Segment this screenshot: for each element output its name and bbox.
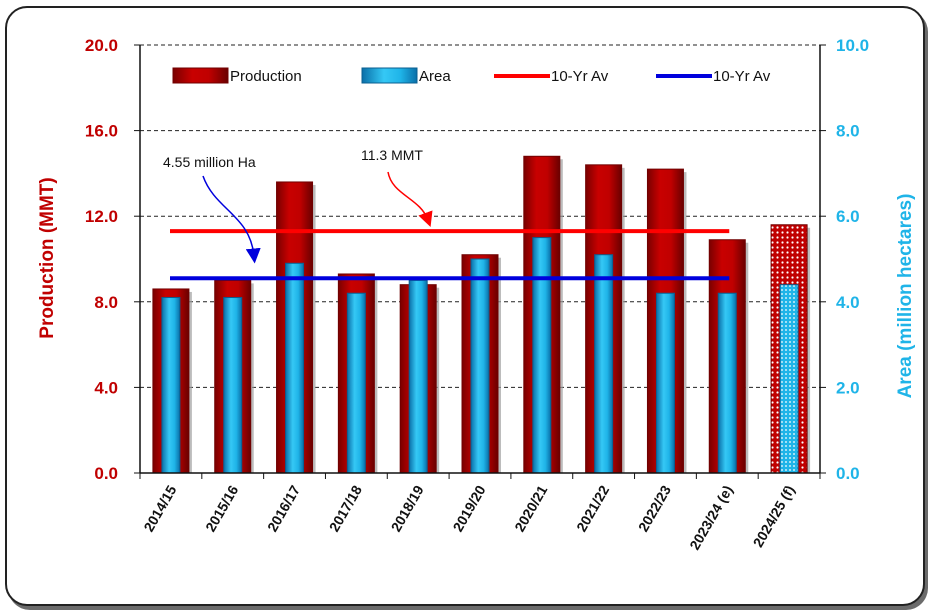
- legend-label-area: Area: [419, 68, 451, 85]
- area-bar: [717, 292, 737, 474]
- y-tick-label-right: 2.0: [836, 378, 860, 397]
- x-category-label: 2022/23: [635, 482, 674, 534]
- red-arrow-icon: [387, 171, 433, 228]
- legend-label-area-average: 10-Yr Av: [713, 68, 771, 85]
- x-category-label: 2020/21: [511, 482, 550, 534]
- legend: Production Area 10-Yr Av 10-Yr Av: [172, 67, 771, 85]
- bars: [152, 155, 811, 474]
- area-bar: [594, 254, 614, 474]
- area-bar: [470, 258, 490, 474]
- area-bar: [346, 292, 366, 474]
- y-tick-label-left: 12.0: [85, 207, 118, 226]
- legend-label-production: Production: [230, 68, 302, 85]
- y-tick-label-left: 16.0: [85, 122, 118, 141]
- area-bar: [408, 279, 428, 474]
- y-tick-label-right: 8.0: [836, 122, 860, 141]
- legend-label-production-average: 10-Yr Av: [551, 68, 609, 85]
- x-category-label: 2019/20: [449, 482, 488, 534]
- category-labels: 2014/15 2015/16 2016/17 2017/18 2018/19 2019/…: [140, 482, 797, 552]
- tick-labels: 0.0 4.0 8.0 12.0 16.0 20.0 0.0 2.0 4.0 6.0 8.0 10.0: [85, 36, 869, 483]
- x-category-label: 2024/25 (f): [750, 483, 798, 550]
- area-bar: [655, 292, 675, 474]
- y-tick-label-left: 0.0: [94, 464, 118, 483]
- area-bar: [532, 237, 552, 474]
- annotation-area-average: 4.55 million Ha: [163, 154, 256, 170]
- y-axis-title-left: Production (MMT): [37, 177, 58, 338]
- y-tick-label-right: 0.0: [836, 464, 860, 483]
- x-category-label: 2023/24 (e): [686, 483, 736, 553]
- x-category-label: 2018/19: [388, 482, 427, 534]
- y-axis-title-right: Area (million hectares): [895, 194, 916, 399]
- area-bar: [285, 262, 305, 474]
- legend-swatch-area: [361, 67, 418, 84]
- y-tick-label-right: 6.0: [836, 207, 860, 226]
- annotation-production-average: 11.3 MMT: [361, 147, 423, 163]
- x-category-label: 2014/15: [140, 482, 179, 534]
- axes: [134, 44, 826, 479]
- y-tick-label-left: 4.0: [94, 378, 118, 397]
- area-bar: [223, 297, 243, 474]
- x-category-label: 2015/16: [202, 482, 241, 534]
- legend-swatch-production: [172, 67, 229, 84]
- area-bar: [161, 297, 181, 474]
- y-tick-label-right: 4.0: [836, 293, 860, 312]
- reference-lines: [170, 229, 730, 281]
- x-category-label: 2021/22: [573, 482, 612, 534]
- y-tick-label-left: 8.0: [94, 293, 118, 312]
- blue-arrow-icon: [202, 175, 261, 264]
- y-tick-label-right: 10.0: [836, 36, 869, 55]
- area-bar: [779, 284, 799, 474]
- y-tick-label-left: 20.0: [85, 36, 118, 55]
- x-category-label: 2016/17: [264, 482, 303, 534]
- annotations: 4.55 million Ha 11.3 MMT: [163, 147, 433, 264]
- x-category-label: 2017/18: [326, 482, 365, 534]
